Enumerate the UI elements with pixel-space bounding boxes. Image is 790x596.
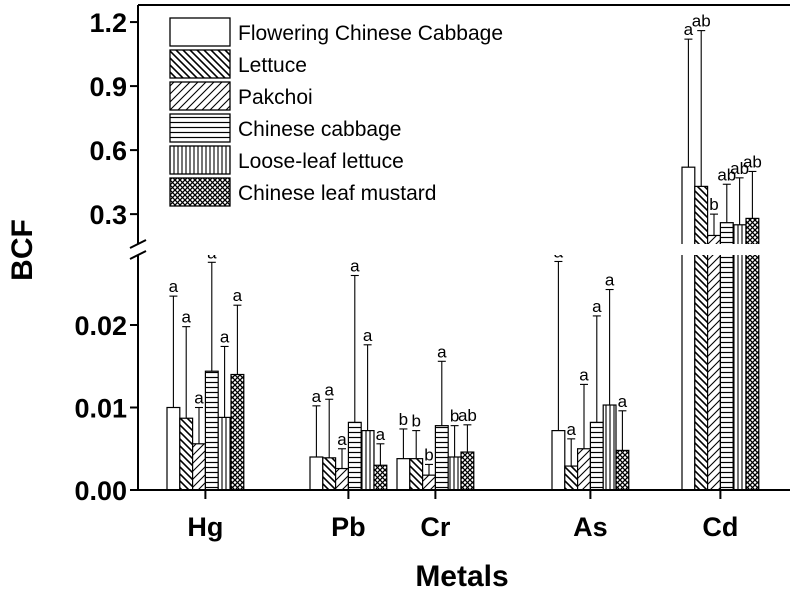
bar-cd-series-4 <box>719 222 734 491</box>
sig-letter-cd-series-5: ab <box>730 159 749 178</box>
bar-as-series-1 <box>551 430 566 491</box>
axis-break-gap <box>130 244 790 255</box>
error-bars-layer <box>169 30 757 476</box>
bar-pb-series-1 <box>309 456 324 491</box>
legend-label-3: Pakchoi <box>238 86 313 109</box>
legend-swatch-6 <box>169 177 231 207</box>
y-axis-title: BCF <box>6 219 39 281</box>
legend-label-2: Lettuce <box>238 54 307 77</box>
bar-cr-series-1 <box>396 458 411 491</box>
legend-label-6: Chinese leaf mustard <box>238 182 436 205</box>
significance-letters-layer: aabaaaabaabaababaaaaabaabaabaaabaab <box>169 12 762 465</box>
bar-hg-series-3 <box>192 443 207 491</box>
sig-letter-cr-series-4: a <box>437 342 447 361</box>
axes-layer <box>129 4 790 491</box>
bar-as-series-5 <box>602 404 617 491</box>
x-tick-label-pb: Pb <box>331 512 366 542</box>
bars-layer <box>166 166 760 491</box>
bar-as-series-6 <box>615 449 630 491</box>
x-tick-label-cr: Cr <box>420 512 450 542</box>
bar-hg-series-2 <box>179 417 194 491</box>
sig-letter-pb-series-5: a <box>363 326 373 345</box>
legend-swatch-2 <box>169 49 231 79</box>
bar-cr-series-4 <box>434 425 449 491</box>
sig-letter-pb-series-4: a <box>350 257 360 276</box>
sig-letter-hg-series-6: a <box>233 286 243 305</box>
axis-break-marks <box>129 239 147 260</box>
sig-letter-cr-series-6: ab <box>458 406 477 425</box>
legend-swatch-5 <box>169 145 231 175</box>
sig-letter-cr-series-5: b <box>450 407 459 426</box>
y-tick-label-upper-0: 0.3 <box>89 200 127 230</box>
y-tick-label-upper-1: 0.6 <box>89 136 127 166</box>
bar-cd-series-1 <box>681 166 696 491</box>
sig-letter-pb-series-1: a <box>312 387 322 406</box>
bar-cd-series-6 <box>745 217 760 491</box>
sig-letter-as-series-6: a <box>618 392 628 411</box>
legend: Flowering Chinese Cabbage Lettuce Pakchoi C… <box>169 17 503 207</box>
sig-letter-as-series-2: a <box>566 420 576 439</box>
bar-cr-series-6 <box>460 451 475 491</box>
sig-letter-cr-series-1: b <box>399 410 408 429</box>
sig-letter-cd-series-2: ab <box>692 12 711 31</box>
bar-pb-series-6 <box>373 464 388 491</box>
sig-letter-hg-series-2: a <box>181 308 191 327</box>
legend-label-5: Loose-leaf lettuce <box>238 150 404 173</box>
bar-as-series-3 <box>576 448 591 491</box>
sig-letter-cd-series-4: ab <box>717 165 736 184</box>
y-tick-label-upper-2: 0.9 <box>89 72 127 102</box>
legend-label-1: Flowering Chinese Cabbage <box>238 22 503 45</box>
bar-pb-series-5 <box>360 430 375 491</box>
x-tick-label-hg: Hg <box>187 512 223 542</box>
bar-hg-series-5 <box>217 416 232 491</box>
bar-cr-series-3 <box>422 474 437 491</box>
legend-swatch-4 <box>169 113 231 143</box>
ticks-layer: 0.00 0.01 0.02 0.3 0.6 0.9 1.2 Hg Pb Cr As Cd <box>74 8 738 542</box>
y-tick-label-lower-2: 0.02 <box>74 311 127 341</box>
bar-cd-series-3 <box>706 234 721 491</box>
x-tick-label-cd: Cd <box>702 512 738 542</box>
y-tick-label-lower-0: 0.00 <box>74 476 127 506</box>
legend-label-4: Chinese cabbage <box>238 118 401 141</box>
sig-letter-cd-series-6: ab <box>743 152 762 171</box>
bar-cr-series-5 <box>447 456 462 491</box>
sig-letter-pb-series-6: a <box>376 425 386 444</box>
sig-letter-cd-series-1: a <box>684 20 694 39</box>
sig-letter-hg-series-5: a <box>220 327 230 346</box>
bar-pb-series-3 <box>335 467 350 491</box>
sig-letter-as-series-4: a <box>592 297 602 316</box>
bar-cr-series-2 <box>409 458 424 491</box>
bar-pb-series-2 <box>322 457 337 491</box>
sig-letter-hg-series-3: a <box>194 389 204 408</box>
sig-letter-hg-series-1: a <box>169 277 179 296</box>
x-tick-label-as: As <box>573 512 608 542</box>
sig-letter-as-series-3: a <box>579 365 589 384</box>
sig-letter-pb-series-3: a <box>337 430 347 449</box>
sig-letter-cr-series-2: b <box>411 412 420 431</box>
y-tick-label-lower-1: 0.01 <box>74 394 127 424</box>
sig-letter-cd-series-3: b <box>709 195 718 214</box>
bar-hg-series-4 <box>204 370 219 491</box>
sig-letter-pb-series-2: a <box>324 380 334 399</box>
sig-letter-as-series-5: a <box>605 271 615 290</box>
bar-pb-series-4 <box>347 421 362 491</box>
bar-as-series-2 <box>564 465 579 491</box>
x-axis-title: Metals <box>415 560 508 593</box>
bar-hg-series-6 <box>230 373 245 491</box>
legend-swatch-3 <box>169 81 231 111</box>
bar-cd-series-2 <box>694 185 709 491</box>
bar-hg-series-1 <box>166 406 181 491</box>
bar-as-series-4 <box>589 421 604 491</box>
y-tick-label-upper-3: 1.2 <box>89 8 127 38</box>
sig-letter-cr-series-3: b <box>424 445 433 464</box>
bar-cd-series-5 <box>732 224 747 491</box>
legend-swatch-1 <box>169 17 231 47</box>
